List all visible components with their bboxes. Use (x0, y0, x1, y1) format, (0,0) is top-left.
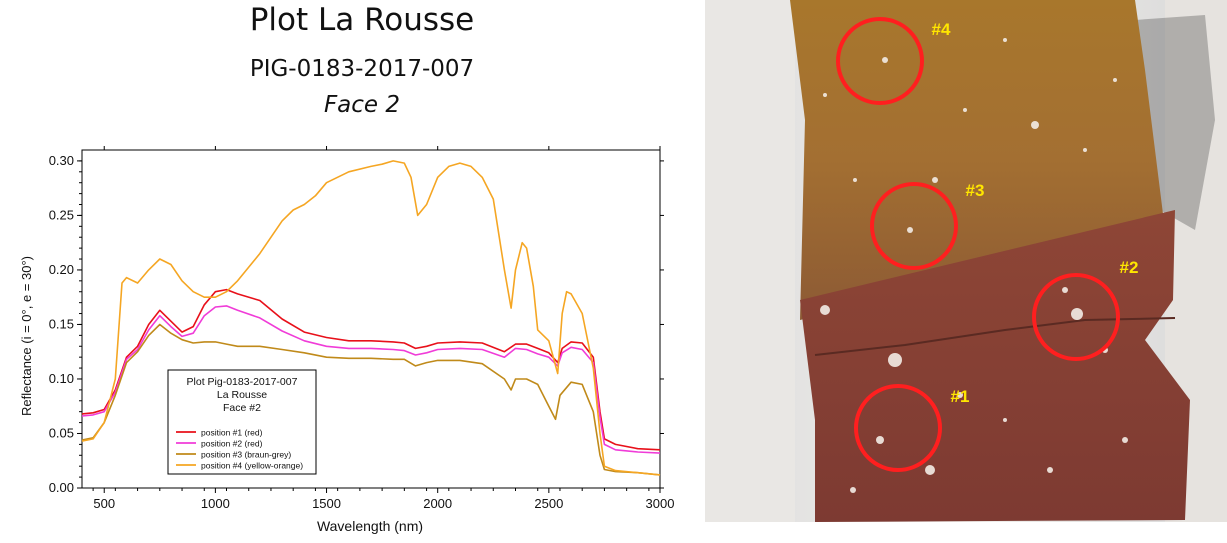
mineral-grain (1071, 308, 1083, 320)
plot-area-border (81, 149, 661, 489)
series-layer (81, 160, 661, 476)
legend-box (167, 369, 317, 475)
position-marker-circle (854, 384, 942, 472)
x-axis-title: Wavelength (nm) (317, 518, 423, 534)
position-marker-circle (870, 182, 958, 270)
mineral-grain (876, 436, 884, 444)
y-tick-label: 0.10 (49, 371, 74, 386)
y-tick-label: 0.00 (49, 480, 74, 495)
y-tick-label: 0.15 (49, 316, 74, 331)
mineral-grain (888, 353, 902, 367)
mineral-grain (957, 392, 963, 398)
mineral-grain (850, 487, 856, 493)
mineral-grain (1003, 418, 1007, 422)
position-marker-label: #2 (1120, 258, 1139, 277)
position-markers: #1 #2 #3 #4 (836, 17, 1139, 472)
mineral-grain (853, 178, 857, 182)
stone-red-layer (800, 210, 1190, 522)
mineral-grain (820, 305, 830, 315)
page-title: Plot La Rousse (249, 2, 475, 38)
position-marker-circle (836, 17, 924, 105)
y-axis-title: Reflectance (i = 0°, e = 30°) (19, 256, 34, 416)
ticks-layer: 500 1000 1500 2000 2500 3000 0.00 0.05 0.10 0.15 0… (49, 146, 675, 511)
series-line-1 (81, 288, 661, 451)
mineral-grain (932, 177, 938, 183)
mineral-grain (963, 108, 967, 112)
plot-frame (81, 149, 661, 489)
resin-edge-left (705, 0, 795, 522)
legend-entry: position #1 (red) (201, 428, 263, 438)
mineral-grain (1062, 287, 1068, 293)
reflectance-chart: 500 1000 1500 2000 2500 3000 0.00 0.05 0.10 0.15 0… (19, 146, 675, 534)
mineral-grain (1031, 121, 1039, 129)
series-line-2 (81, 305, 661, 454)
y-tick-label: 0.25 (49, 207, 74, 222)
y-tick-label: 0.30 (49, 153, 74, 168)
mineral-grain (1047, 467, 1053, 473)
mineral-grains (820, 38, 1128, 493)
sample-photo: #1 #2 #3 #4 (705, 0, 1227, 522)
x-tick-label: 500 (93, 496, 115, 511)
mineral-grain (925, 465, 935, 475)
legend-entry: position #2 (red) (201, 439, 263, 449)
stone-crack (814, 317, 1176, 356)
y-tick-label: 0.05 (49, 425, 74, 440)
sample-id-subtitle: PIG-0183-2017-007 (249, 56, 475, 82)
legend-entry: position #4 (yellow-orange) (201, 461, 303, 471)
legend-title-line: Face #2 (223, 402, 261, 414)
x-tick-label: 2000 (423, 496, 452, 511)
position-marker-label: #4 (932, 20, 951, 39)
y-tick-label: 0.20 (49, 262, 74, 277)
mineral-grain (882, 57, 888, 63)
mineral-grain (907, 227, 913, 233)
x-tick-label: 3000 (646, 496, 675, 511)
face-subtitle: Face 2 (323, 92, 401, 118)
series-line-4 (81, 160, 661, 476)
mineral-grain (1083, 148, 1087, 152)
mineral-grain (1113, 78, 1117, 82)
legend-title-line: Plot Pig-0183-2017-007 (187, 376, 298, 388)
x-tick-label: 1000 (201, 496, 230, 511)
legend-title-line: La Rousse (217, 389, 267, 401)
x-tick-label: 2500 (534, 496, 563, 511)
position-marker-label: #3 (966, 181, 985, 200)
legend-entry: position #3 (braun-grey) (201, 450, 291, 460)
mineral-grain (823, 93, 827, 97)
series-line-3 (81, 323, 661, 476)
position-marker-circle (1032, 273, 1120, 361)
x-tick-label: 1500 (312, 496, 341, 511)
mineral-grain (1003, 38, 1007, 42)
position-marker-label: #1 (951, 387, 970, 406)
mineral-grain (1122, 437, 1128, 443)
